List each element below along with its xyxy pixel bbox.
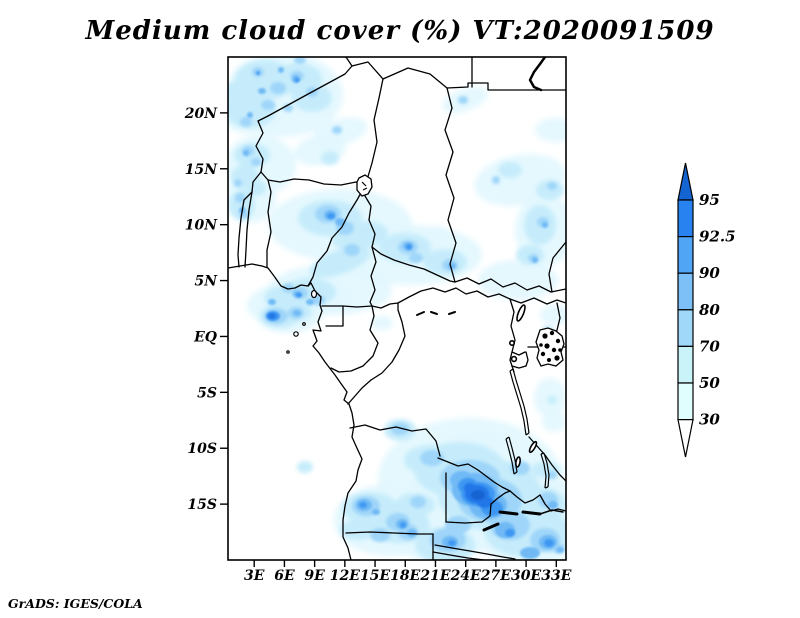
lat-tick-label: 15S <box>187 497 217 513</box>
lon-tick-label: 21E <box>419 568 450 584</box>
lon-tick-label: 24E <box>450 568 481 584</box>
plot-title: Medium cloud cover (%) VT:2020091509 <box>85 16 715 46</box>
colorbar-segment <box>677 199 694 238</box>
river-segment <box>521 510 542 516</box>
colorbar-arrow-top <box>677 162 694 201</box>
river-segment <box>430 311 438 315</box>
river-segment <box>448 311 456 315</box>
colorbar-segment <box>677 382 694 421</box>
lon-tick-label: 30E <box>511 568 541 584</box>
colorbar-segment <box>677 236 694 274</box>
colorbar-label: 95 <box>699 191 720 209</box>
colorbar-label: 50 <box>699 374 720 392</box>
islands <box>286 289 318 354</box>
river-segment <box>539 509 564 515</box>
colorbar-label: 92.5 <box>699 228 736 246</box>
colorbar-label: 70 <box>699 337 720 355</box>
colorbar-label: 80 <box>699 301 720 319</box>
lat-tick-label: 15N <box>185 162 218 178</box>
colorbar-segment <box>677 309 694 347</box>
cloud-cover-layer <box>228 57 566 560</box>
lakes <box>356 174 565 489</box>
lat-tick-label: 20N <box>184 106 218 122</box>
lon-tick-label: 12E <box>330 568 360 584</box>
grads-attribution: GrADS: IGES/COLA <box>8 596 143 611</box>
lon-tick-label: 6E <box>274 568 295 584</box>
lon-tick-label: 18E <box>390 568 420 584</box>
axis-ticks <box>220 112 558 567</box>
colorbar-label: 90 <box>699 264 720 282</box>
river-segment <box>482 522 500 532</box>
lat-tick-label: 5S <box>197 385 217 401</box>
lon-tick-label: 15E <box>360 568 390 584</box>
map-frame <box>227 56 567 561</box>
lon-tick-label: 3E <box>244 568 265 584</box>
lon-tick-label: 33E <box>541 568 571 584</box>
colorbar-segment <box>677 272 694 311</box>
coastline <box>228 263 363 560</box>
river-segment <box>498 510 519 516</box>
colorbar: 95 92.5 90 80 70 50 30 <box>677 162 736 458</box>
river-segment <box>416 311 425 316</box>
lat-tick-label: EQ <box>193 329 217 345</box>
lon-tick-label: 9E <box>304 568 325 584</box>
country-borders <box>228 57 566 560</box>
colorbar-label: 30 <box>699 411 720 429</box>
lat-tick-label: 10S <box>187 441 217 457</box>
river-segment <box>528 57 547 92</box>
lat-tick-label: 10N <box>185 218 218 234</box>
lat-tick-label: 5N <box>194 274 218 290</box>
colorbar-segment <box>677 345 694 384</box>
colorbar-arrow-bottom <box>677 419 694 458</box>
lon-tick-label: 27E <box>480 568 511 584</box>
